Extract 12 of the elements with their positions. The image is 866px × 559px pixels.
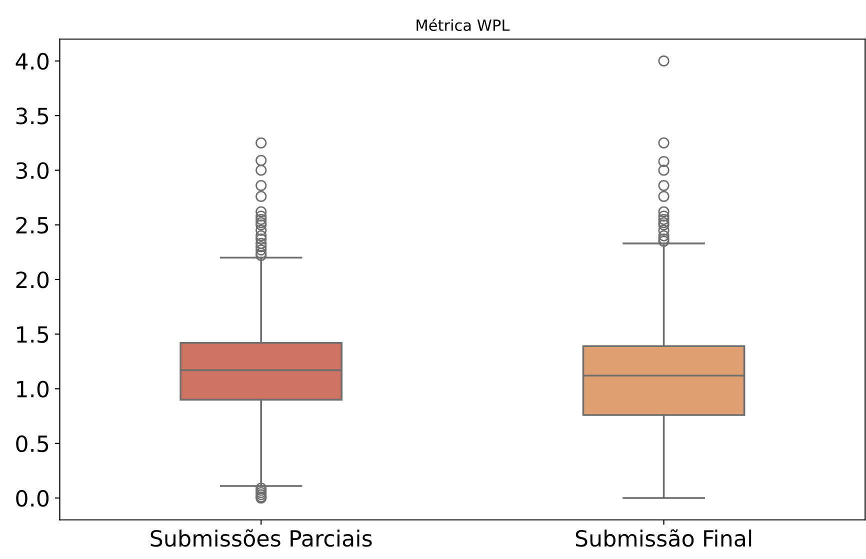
y-tick-label: 2.5 bbox=[16, 216, 48, 234]
y-tick-label: 2.0 bbox=[16, 271, 49, 288]
y-tick-label: 1.5 bbox=[17, 326, 48, 343]
y-tick-label: 4.0 bbox=[16, 52, 49, 70]
y-tick-label: 0.0 bbox=[16, 490, 49, 507]
chart-title: Métrica WPL bbox=[416, 18, 510, 32]
y-tick-label: 3.5 bbox=[16, 108, 48, 124]
x-tick-label: Submissão Final bbox=[576, 529, 752, 547]
x-tick-label: Submissões Parciais bbox=[150, 529, 372, 547]
y-tick-label: 3.0 bbox=[16, 162, 49, 179]
y-tick-label: 1.0 bbox=[17, 380, 49, 398]
y-tick-label: 0.5 bbox=[16, 435, 48, 452]
